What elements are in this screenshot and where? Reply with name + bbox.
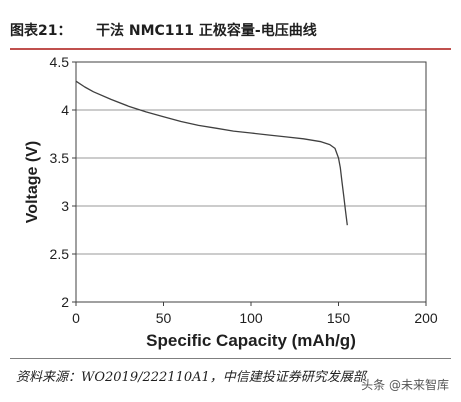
y-tick-label: 2 xyxy=(61,294,69,310)
y-tick-label: 4.5 xyxy=(50,54,70,70)
x-axis-ticks: 0 50 100 150 200 xyxy=(72,302,438,326)
x-tick-label: 150 xyxy=(327,310,351,326)
plot-frame xyxy=(75,61,427,303)
series-layer xyxy=(75,80,348,226)
y-tick-label: 2.5 xyxy=(50,246,70,262)
x-tick-label: 0 xyxy=(72,310,80,326)
figure-label: 图表21： xyxy=(10,23,72,39)
x-tick-label: 100 xyxy=(239,310,263,326)
x-tick-label: 50 xyxy=(156,310,172,326)
discharge-curve xyxy=(75,80,348,226)
y-tick-label: 3.5 xyxy=(50,150,70,166)
y-axis-ticks: 2 2.5 3 3.5 4 4.5 xyxy=(50,54,76,310)
watermark: 头条 @未来智库 xyxy=(361,378,449,392)
voltage-capacity-chart: 2 2.5 3 3.5 4 4.5 0 50 100 150 200 Specific Capac… xyxy=(24,54,438,350)
x-tick-label: 200 xyxy=(414,310,438,326)
x-axis-label: Specific Capacity (mAh/g) xyxy=(146,331,356,350)
y-tick-label: 4 xyxy=(61,102,69,118)
figure-title: 干法 NMC111 正极容量-电压曲线 xyxy=(96,23,317,39)
y-axis-label: Voltage (V) xyxy=(24,141,41,223)
grid-lines xyxy=(76,109,426,255)
footer-divider xyxy=(10,358,451,359)
y-tick-label: 3 xyxy=(61,198,69,214)
source-note: 资料来源：WO2019/222110A1，中信建投证券研究发展部 xyxy=(16,370,366,385)
figure-header: 图表21： 干法 NMC111 正极容量-电压曲线 xyxy=(10,18,451,50)
